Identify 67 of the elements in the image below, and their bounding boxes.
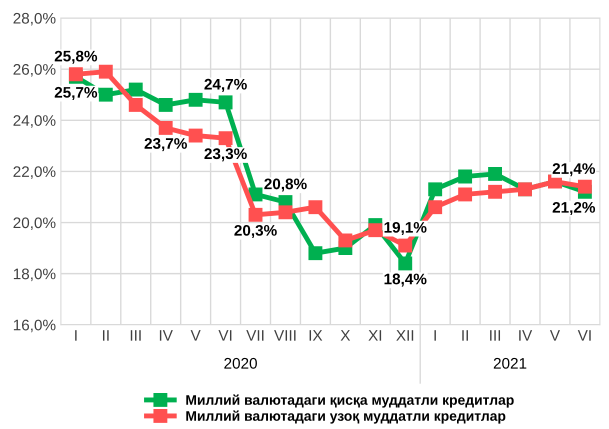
point [218, 95, 233, 110]
x-tick-label: IX [310, 330, 322, 341]
data-label: 21,4% [552, 163, 596, 176]
x-tick-label: III [130, 330, 141, 341]
point [398, 238, 412, 252]
y-tick-label: 22,0% [13, 166, 56, 179]
data-label: 20,8% [264, 178, 307, 192]
point [428, 182, 442, 196]
x-tick-label: V [190, 330, 201, 341]
x-tick-label: II [102, 330, 109, 341]
point [128, 82, 143, 97]
x-tick-label: IV [519, 330, 532, 341]
point [488, 166, 502, 181]
x-tick-label: II [462, 330, 468, 341]
point [308, 246, 322, 260]
point [158, 98, 173, 112]
x-tick-label: XI [368, 330, 382, 341]
point [578, 180, 592, 194]
point [248, 187, 262, 202]
point [188, 128, 203, 143]
point [158, 120, 173, 135]
y-tick-label: 26,0% [13, 64, 56, 77]
data-label: 24,7% [204, 78, 247, 92]
x-tick-label: V [550, 330, 560, 341]
y-tick-label: 16,0% [14, 320, 56, 332]
text: 2021 [494, 358, 526, 369]
data-label: 21,2% [552, 202, 596, 215]
point [98, 88, 113, 102]
point [398, 256, 412, 270]
point [128, 98, 143, 112]
y-tick-label: 18,0% [14, 268, 56, 282]
data-label: 25,8% [54, 50, 98, 64]
data-label: 23,7% [144, 138, 187, 152]
x-tick-label: VI [578, 330, 591, 341]
x-tick-label: X [340, 330, 350, 341]
data-label: 25,7% [54, 86, 98, 100]
point [338, 233, 352, 248]
point [68, 67, 83, 82]
point [218, 131, 233, 146]
point [428, 200, 442, 214]
point [488, 184, 502, 199]
x-tick-label: VII [246, 330, 264, 341]
data-label: 23,3% [204, 148, 247, 162]
point [458, 187, 472, 202]
point [308, 200, 322, 214]
data-label: 19,1% [384, 222, 426, 235]
legend-label: Миллий валютадаги узоқ муддатли кредитлар [186, 410, 506, 424]
x-tick-label: I [434, 330, 436, 341]
x-tick-label: IV [160, 330, 173, 341]
x-tick-label: VI [218, 330, 232, 341]
x-tick-label: III [490, 330, 500, 341]
data-label: 20,3% [234, 224, 277, 238]
y-tick-label: 24,0% [13, 115, 56, 128]
y-tick-label: 20,0% [13, 217, 56, 230]
point [368, 223, 382, 238]
point [458, 170, 472, 184]
x-tick-label: VIII [274, 330, 296, 341]
text: 2020 [224, 358, 257, 369]
data-label: 18,4% [384, 274, 426, 287]
x-tick-label: I [75, 330, 77, 341]
legend-label: Миллий валютадаги қисқа муддатли кредитлар [186, 394, 514, 408]
point [278, 205, 292, 220]
x-tick-label: XII [396, 330, 414, 341]
point [248, 208, 262, 222]
y-tick-label: 28,0% [13, 12, 56, 26]
point [98, 64, 113, 79]
point [188, 92, 203, 107]
